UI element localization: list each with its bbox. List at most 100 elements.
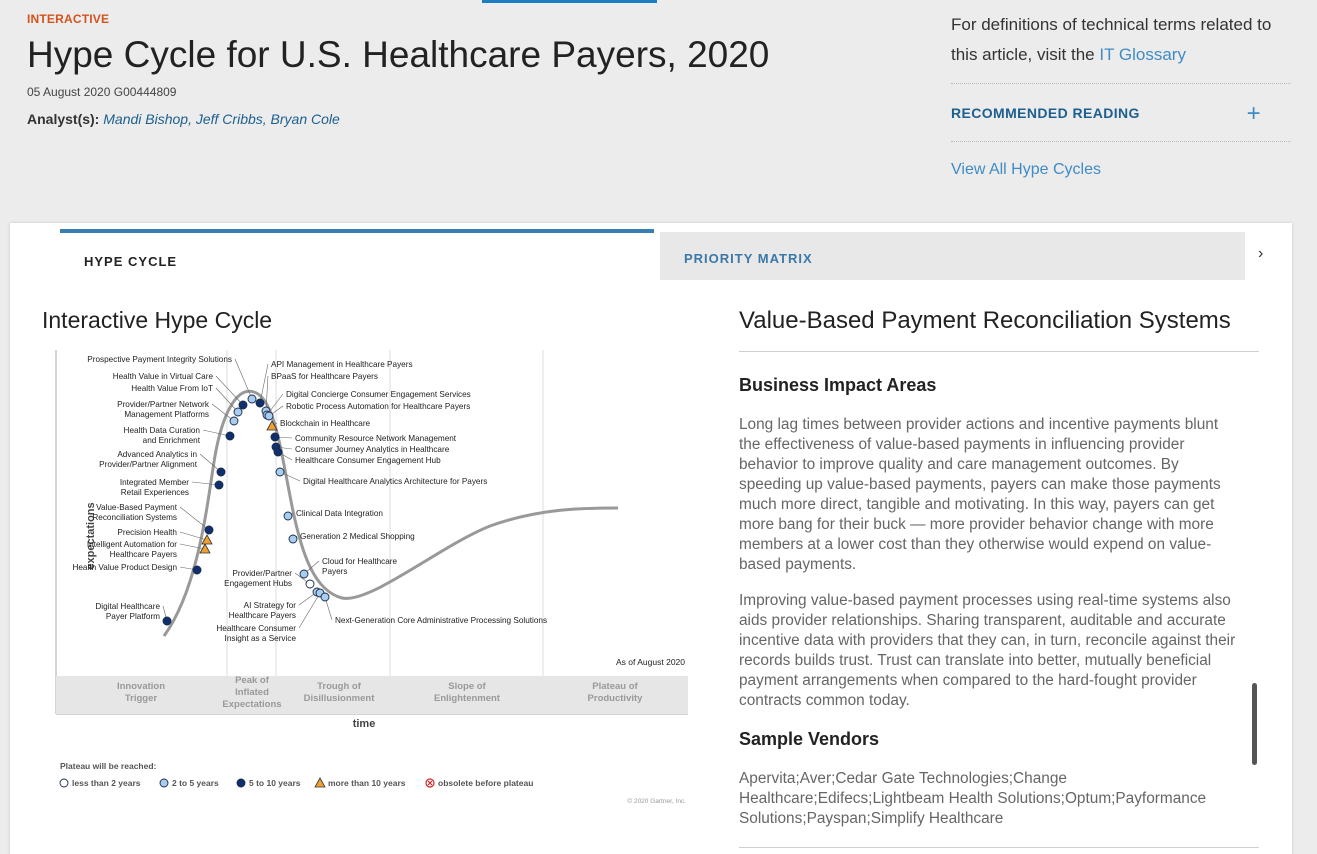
technology-label[interactable]: Digital Healthcare [95, 602, 160, 611]
technology-point[interactable]: Clinical Data Integration [283, 509, 383, 521]
view-all-hype-cycles-link[interactable]: View All Hype Cycles [951, 161, 1101, 178]
technology-marker[interactable] [273, 447, 283, 457]
tab-priority-matrix[interactable]: PRIORITY MATRIX [660, 232, 1245, 280]
technology-point[interactable]: Digital Healthcare Analytics Architectur… [275, 467, 487, 486]
technology-marker[interactable] [233, 407, 243, 417]
technology-marker[interactable] [204, 525, 214, 535]
recommended-reading-toggle[interactable]: RECOMMENDED READING + [951, 100, 1291, 127]
technology-label[interactable]: Integrated Member [120, 478, 189, 487]
technology-point[interactable]: Healthcare Consumer Engagement Hub [273, 447, 441, 465]
technology-marker[interactable] [320, 592, 330, 602]
technology-point[interactable]: Precision Health [117, 528, 213, 545]
technology-label[interactable]: Consumer Journey Analytics in Healthcare [295, 445, 450, 454]
technology-label[interactable]: Digital Healthcare Analytics Architectur… [303, 477, 487, 486]
technology-label[interactable]: Payer Platform [106, 612, 160, 621]
technology-label[interactable]: Payers [322, 567, 347, 576]
technology-marker[interactable] [216, 467, 226, 477]
technology-label[interactable]: Retail Experiences [121, 488, 189, 497]
top-accent-bar [482, 0, 657, 3]
technology-marker[interactable] [283, 511, 293, 521]
technology-label[interactable]: Health Value From IoT [131, 384, 213, 393]
y-axis-label: expectations [85, 502, 97, 569]
technology-marker[interactable] [229, 416, 239, 426]
chevron-right-icon[interactable]: › [1258, 245, 1264, 262]
plus-icon[interactable]: + [1246, 100, 1261, 127]
technology-point[interactable]: Health Value Product Design [72, 563, 202, 575]
technology-label[interactable]: Robotic Process Automation for Healthcar… [286, 402, 470, 411]
technology-label[interactable]: Healthcare Consumer [216, 624, 296, 633]
technology-point[interactable]: Generation 2 Medical Shopping [288, 532, 415, 544]
chart-title: Interactive Hype Cycle [42, 307, 273, 333]
technology-label[interactable]: API Management in Healthcare Payers [271, 360, 413, 369]
technology-marker[interactable] [270, 432, 280, 442]
technology-label[interactable]: Blockchain in Healthcare [280, 419, 371, 428]
technology-point[interactable]: API Management in Healthcare Payers [255, 360, 413, 408]
technology-label[interactable]: Precision Health [117, 528, 177, 537]
analysts-links[interactable]: Mandi Bishop, Jeff Cribbs, Bryan Cole [103, 111, 340, 127]
technology-label[interactable]: Advanced Analytics in [117, 450, 197, 459]
legend-item: less than 2 years [59, 778, 141, 788]
technology-marker[interactable] [162, 616, 172, 626]
tab-hype-cycle[interactable]: HYPE CYCLE [60, 229, 654, 281]
technology-marker[interactable] [199, 543, 211, 554]
technology-label[interactable]: Healthcare Payers [110, 550, 177, 559]
technology-label[interactable]: Engagement Hubs [224, 579, 292, 588]
technology-label[interactable]: and Enrichment [143, 436, 201, 445]
technology-label[interactable]: Provider/Partner Network [117, 400, 210, 409]
technology-label[interactable]: Generation 2 Medical Shopping [300, 532, 415, 541]
technology-point[interactable]: Next-Generation Core Administrative Proc… [320, 592, 547, 625]
technology-label[interactable]: Intelligent Automation for [87, 540, 177, 549]
technology-marker[interactable] [214, 480, 224, 490]
technology-marker[interactable] [225, 431, 235, 441]
technology-label[interactable]: Healthcare Consumer Engagement Hub [295, 456, 441, 465]
technology-point[interactable]: Consumer Journey Analytics in Healthcare [271, 442, 450, 454]
technology-point[interactable]: Blockchain in Healthcare [266, 419, 371, 431]
technology-label[interactable]: Reconciliation Systems [92, 513, 177, 522]
technology-marker[interactable] [275, 467, 285, 477]
scrollbar-thumb[interactable] [1252, 683, 1257, 765]
technology-point[interactable]: Prospective Payment Integrity Solutions [87, 355, 257, 404]
technology-label[interactable]: Health Value in Virtual Care [113, 372, 214, 381]
technology-label[interactable]: Cloud for Healthcare [322, 557, 398, 566]
technology-marker[interactable] [247, 394, 257, 404]
technology-label[interactable]: Health Data Curation [124, 426, 201, 435]
technology-marker[interactable] [201, 534, 213, 545]
technology-label[interactable]: Insight as a Service [225, 634, 297, 643]
technology-marker[interactable] [192, 565, 202, 575]
technology-label[interactable]: Healthcare Payers [229, 611, 296, 620]
technology-marker[interactable] [288, 534, 298, 544]
technology-marker[interactable] [264, 411, 274, 421]
technology-label[interactable]: Management Platforms [124, 410, 209, 419]
technology-label[interactable]: Community Resource Network Management [295, 434, 457, 443]
technology-label[interactable]: Provider/Partner [232, 569, 292, 578]
technology-label[interactable]: Provider/Partner Alignment [99, 460, 198, 469]
technology-label[interactable]: BPaaS for Healthcare Payers [271, 372, 378, 381]
technology-point[interactable]: Community Resource Network Management [270, 432, 457, 443]
technology-label[interactable]: AI Strategy for [244, 601, 297, 610]
technology-point[interactable]: Robotic Process Automation for Healthcar… [264, 402, 470, 421]
technology-marker[interactable] [238, 400, 248, 410]
technology-marker[interactable] [299, 569, 309, 579]
technology-marker[interactable] [266, 420, 278, 431]
technology-marker[interactable] [305, 579, 315, 589]
technology-marker[interactable] [255, 398, 265, 408]
technology-label[interactable]: Prospective Payment Integrity Solutions [87, 355, 232, 364]
technology-point[interactable]: Health Value From IoT [131, 384, 243, 417]
technology-label[interactable]: Next-Generation Core Administrative Proc… [335, 616, 547, 625]
technology-label[interactable]: Clinical Data Integration [296, 509, 383, 518]
technology-label[interactable]: Health Value Product Design [72, 563, 177, 572]
technology-label[interactable]: Digital Concierge Consumer Engagement Se… [286, 390, 471, 399]
technology-label[interactable]: Value-Based Payment [96, 503, 178, 512]
glossary-link[interactable]: IT Glossary [1099, 45, 1186, 64]
technology-point[interactable]: Health Value in Virtual Care [113, 372, 248, 410]
